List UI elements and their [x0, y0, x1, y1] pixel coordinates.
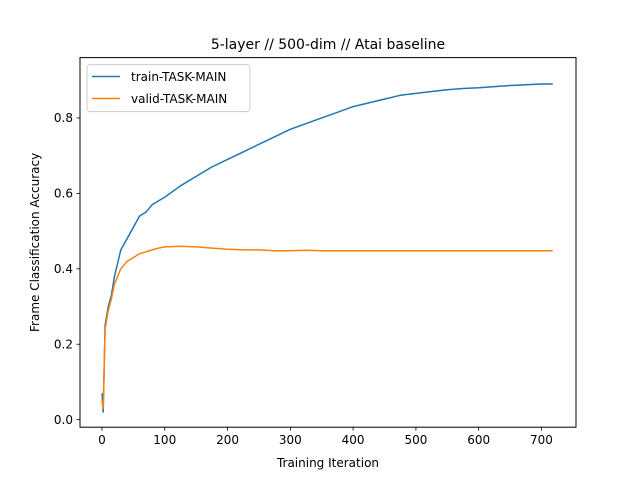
y-tick-label: 0.8: [54, 111, 73, 125]
x-tick-label: 700: [530, 433, 553, 447]
legend-label-0: train-TASK-MAIN: [131, 70, 226, 84]
x-tick-label: 600: [467, 433, 490, 447]
series-line-0: [101, 83, 553, 413]
x-axis-label: Training Iteration: [276, 456, 379, 470]
x-tick-label: 200: [216, 433, 239, 447]
series-line-1: [101, 245, 553, 410]
axes-frame: [79, 57, 577, 428]
legend-box: [86, 64, 251, 113]
x-tick-label: 0: [98, 433, 106, 447]
chart-title: 5-layer // 500-dim // Atai baseline: [211, 37, 445, 53]
x-tick-label: 500: [404, 433, 427, 447]
legend-label-1: valid-TASK-MAIN: [131, 92, 227, 106]
x-tick-label: 300: [279, 433, 302, 447]
x-tick-label: 400: [342, 433, 365, 447]
x-tick-label: 100: [153, 433, 176, 447]
y-tick-label: 0.0: [54, 413, 73, 427]
plot-area: [101, 83, 553, 413]
y-tick-label: 0.4: [54, 262, 73, 276]
y-axis-label: Frame Classification Accuracy: [28, 153, 42, 332]
y-tick-label: 0.6: [54, 187, 73, 201]
y-tick-label: 0.2: [54, 337, 73, 351]
legend: train-TASK-MAIN valid-TASK-MAIN: [86, 64, 251, 113]
axis-ticks: 0 100 200 300 400 500 600 700 0.0 0.2 0.4 0.6 0.8: [54, 111, 553, 447]
